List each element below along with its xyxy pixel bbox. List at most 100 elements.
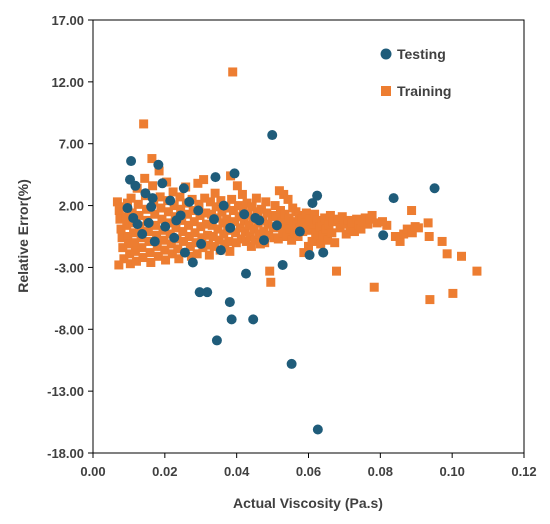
training-point bbox=[231, 238, 241, 248]
y-tick-label: -13.00 bbox=[47, 384, 84, 399]
training-point bbox=[236, 234, 246, 244]
training-point bbox=[323, 235, 333, 245]
training-point bbox=[239, 215, 249, 225]
training-point bbox=[240, 227, 250, 237]
training-point bbox=[133, 199, 143, 209]
training-point bbox=[134, 210, 144, 220]
training-point bbox=[213, 224, 223, 234]
training-point bbox=[115, 214, 125, 224]
training-point bbox=[154, 166, 164, 176]
training-point bbox=[247, 202, 257, 212]
training-point bbox=[233, 201, 243, 211]
training-point bbox=[424, 232, 434, 241]
testing-point bbox=[294, 226, 305, 237]
training-point bbox=[139, 119, 149, 129]
training-point bbox=[179, 236, 189, 246]
training-point bbox=[208, 232, 218, 241]
testing-point bbox=[137, 229, 148, 240]
training-point bbox=[201, 219, 211, 229]
x-tick-label: 0.08 bbox=[368, 464, 393, 479]
training-point bbox=[312, 215, 322, 225]
training-point bbox=[457, 251, 467, 261]
testing-point bbox=[184, 196, 195, 207]
training-point bbox=[189, 217, 199, 227]
testing-point bbox=[153, 159, 164, 170]
testing-point bbox=[271, 220, 282, 231]
training-point bbox=[138, 253, 148, 263]
series-testing bbox=[122, 130, 440, 435]
testing-point bbox=[187, 257, 198, 268]
training-point bbox=[320, 213, 330, 223]
training-point bbox=[265, 266, 275, 276]
training-point bbox=[349, 227, 359, 237]
training-point bbox=[211, 202, 221, 212]
training-point bbox=[207, 209, 217, 219]
training-point bbox=[271, 212, 281, 222]
training-point bbox=[119, 254, 129, 264]
training-point bbox=[203, 230, 213, 240]
training-point bbox=[228, 206, 238, 216]
training-point bbox=[191, 238, 201, 248]
testing-point bbox=[196, 238, 207, 249]
testing-point bbox=[312, 424, 323, 435]
training-point bbox=[442, 249, 452, 259]
training-point bbox=[285, 224, 295, 234]
training-point bbox=[171, 223, 181, 233]
training-point bbox=[284, 213, 294, 223]
y-tick-label: -3.00 bbox=[54, 260, 84, 275]
training-point bbox=[160, 245, 170, 255]
training-point bbox=[222, 214, 232, 224]
testing-point bbox=[194, 287, 205, 298]
training-point bbox=[242, 198, 252, 208]
testing-point bbox=[318, 247, 329, 258]
training-point bbox=[367, 210, 377, 220]
training-point bbox=[250, 235, 260, 245]
training-point bbox=[144, 236, 154, 246]
training-point bbox=[238, 204, 248, 214]
testing-point bbox=[178, 183, 189, 194]
training-point bbox=[165, 229, 175, 239]
training-point bbox=[204, 250, 214, 260]
training-point bbox=[155, 192, 165, 202]
training-point bbox=[304, 241, 313, 251]
training-point bbox=[305, 214, 315, 224]
training-point bbox=[184, 220, 194, 230]
testing-point bbox=[126, 156, 137, 167]
training-point bbox=[270, 201, 280, 211]
training-point bbox=[407, 206, 417, 216]
training-point bbox=[140, 173, 150, 183]
training-point bbox=[328, 217, 338, 227]
testing-point bbox=[130, 180, 141, 191]
training-point bbox=[330, 238, 340, 248]
training-point bbox=[214, 235, 224, 245]
training-point bbox=[192, 249, 202, 259]
x-tick-label: 0.04 bbox=[224, 464, 250, 479]
data-points bbox=[112, 67, 482, 435]
training-point bbox=[173, 244, 183, 254]
training-point bbox=[130, 246, 140, 256]
x-tick-label: 0.12 bbox=[511, 464, 536, 479]
training-point bbox=[283, 194, 293, 204]
testing-point bbox=[157, 178, 168, 189]
training-point bbox=[126, 193, 136, 203]
training-point bbox=[182, 209, 192, 219]
training-point bbox=[199, 175, 209, 185]
training-point bbox=[145, 248, 155, 258]
testing-point bbox=[388, 193, 399, 204]
training-point bbox=[256, 204, 266, 214]
training-point bbox=[201, 208, 211, 218]
training-point bbox=[188, 206, 198, 216]
training-point bbox=[299, 248, 309, 258]
training-point bbox=[224, 236, 234, 246]
training-point bbox=[177, 215, 187, 225]
training-point bbox=[130, 238, 140, 248]
x-tick-label: 0.00 bbox=[80, 464, 105, 479]
training-point bbox=[163, 207, 173, 217]
training-point bbox=[121, 212, 131, 222]
training-point bbox=[287, 235, 297, 245]
training-point bbox=[204, 240, 214, 250]
x-tick-label: 0.06 bbox=[296, 464, 321, 479]
training-point bbox=[313, 233, 323, 243]
training-point bbox=[356, 224, 366, 234]
